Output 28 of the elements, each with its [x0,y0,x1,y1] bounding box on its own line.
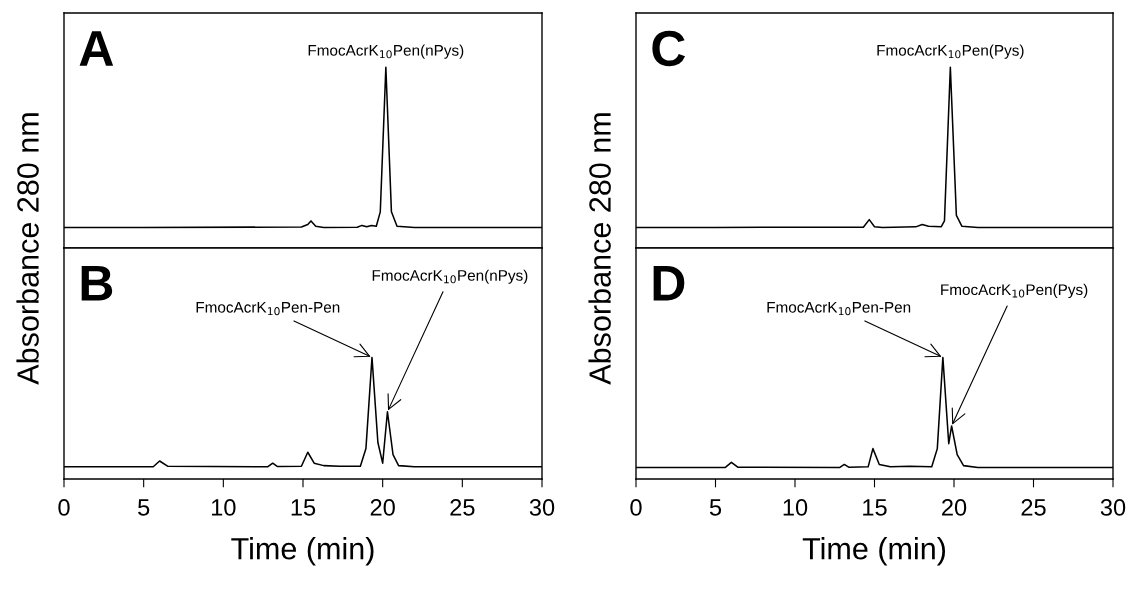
x-axis-title: Time (min) [231,537,374,566]
x-tick-label: 30 [1100,499,1126,516]
annotation: FmocAcrK$_{10}$Pen(nPys) [308,44,464,59]
x-tick-label: 10 [783,499,808,516]
text: B [81,266,113,301]
y-axis-title: Absorbance 280 nm [588,113,611,385]
annotation: FmocAcrK$_{10}$Pen-Pen [767,302,911,316]
x-tick-label: 0 [58,499,70,516]
x-tick-label: 5 [709,499,722,516]
x-axis-title: Time (min) [802,537,946,566]
x-tick-label: 15 [291,499,316,516]
x-tick-label: 20 [370,499,395,516]
text: C [652,30,686,67]
x-tick-label: 25 [450,499,475,516]
x-tick-label: 5 [138,499,150,516]
text: A [79,31,114,66]
x-tick-label: 15 [863,499,887,516]
x-tick-label: 10 [212,499,236,516]
x-tick-label: 20 [942,499,967,516]
x-tick-label: 30 [529,499,555,516]
text: D [653,266,685,301]
x-tick-label: 25 [1021,499,1046,516]
x-tick-label: 0 [630,499,642,516]
annotation: FmocAcrK$_{10}$Pen(nPys) [372,269,528,284]
annotation: FmocAcrK$_{10}$Pen(Pys) [941,283,1088,299]
annotation: FmocAcrK$_{10}$Pen(Pys) [877,44,1024,59]
annotation: FmocAcrK$_{10}$Pen-Pen [196,302,340,316]
y-axis-title: Absorbance 280 nm [16,113,39,385]
